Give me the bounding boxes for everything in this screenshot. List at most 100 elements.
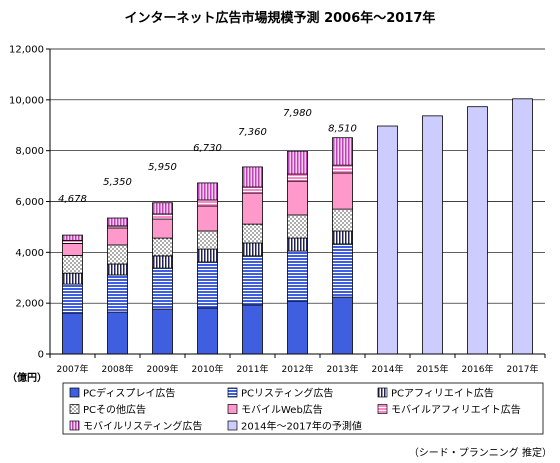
bar-segment [242,255,263,306]
x-tick-label: 2013年 [327,363,359,375]
unit-label: （億円） [7,371,47,384]
x-tick-label: 2012年 [282,363,314,375]
bar-segment [467,106,488,355]
legend-item: 2014年～2017年の予測値 [227,420,362,433]
legend-swatch [377,387,388,398]
bar-segment [107,263,128,276]
bar-segment [62,239,83,244]
x-tick-label: 2016年 [462,363,494,375]
bar-segment [242,166,263,188]
legend-label: 2014年～2017年の予測値 [241,420,362,433]
legend-border [62,382,544,435]
bar-segment [152,213,173,220]
bar-segment [152,267,173,310]
y-tick-label: 8,000 [15,146,44,157]
bar-segment [242,242,263,257]
bar-segment [242,304,263,355]
bar-segment [152,218,173,239]
legend-item: モバイルWeb広告 [227,403,323,416]
legend-swatch [69,404,80,414]
data-label: 7,360 [238,127,267,138]
bar-segment [332,172,353,210]
bar-segment [332,208,353,232]
bar-segment [197,205,218,232]
data-label: 6,730 [193,143,222,154]
bar-segment [107,244,128,265]
legend-item: モバイルリスティング広告 [69,420,202,433]
legend-item: PCアフィリエイト広告 [377,387,494,400]
legend-label: PCリスティング広告 [241,387,333,400]
data-label: 8,510 [328,124,357,135]
legend-item: PCディスプレイ広告 [69,387,175,400]
x-tick-label: 2011年 [237,363,269,375]
bar-segment [332,230,353,245]
x-tick-label: 2008年 [102,363,134,375]
legend-label: PCアフィリエイト広告 [391,387,494,400]
bar-segment [332,243,353,298]
y-tick-label: 10,000 [9,95,44,106]
y-tick-label: 12,000 [9,45,44,56]
legend-label: PCその他広告 [83,403,146,416]
bar-segment [287,300,308,355]
bar-segment [62,243,83,256]
bar-segment [287,250,308,302]
legend-label: PCディスプレイ広告 [83,387,175,400]
bar-segment [62,234,83,241]
x-tick-label: 2015年 [417,363,449,375]
bar-segment [512,98,533,355]
bar-segment [107,311,128,355]
data-label: 7,980 [283,108,312,119]
bar-segment [287,180,308,216]
bar-segment [242,186,263,194]
x-tick-label: 2007年 [57,363,89,375]
data-label: 4,678 [58,194,87,205]
bar-segment [197,230,218,250]
legend-swatch [227,420,238,431]
data-label: 5,350 [103,177,132,188]
bar-segment [287,214,308,239]
legend-item: PCリスティング広告 [227,387,333,400]
legend-label: モバイルアフィリエイト広告 [391,403,521,416]
bar-segment [197,261,218,309]
bar-segment [197,307,218,355]
legend-item: PCその他広告 [69,403,146,416]
bar-segment [107,274,128,313]
bar-segment [197,182,218,201]
y-tick-label: 2,000 [15,299,44,310]
bar-segment [287,150,308,175]
x-tick-label: 2017年 [507,363,539,375]
bar-segment [332,296,353,355]
bar-segment [62,254,83,274]
x-tick-label: 2014年 [372,363,404,375]
label-layer: 0 2,000 4,000 6,000 8,000 10,000 12,000 2007年 20… [9,45,538,376]
x-tick-label: 2010年 [192,363,224,375]
bar-segment [197,248,218,263]
bar-segment [152,255,173,269]
bar-segment [332,164,353,174]
source-note: （シード・プランニング 推定） [409,446,552,459]
bar-segment [422,115,443,355]
legend-label: モバイルリスティング広告 [83,420,202,433]
bar-segment [107,227,128,246]
bar-segment [152,202,173,215]
x-tick-label: 2009年 [147,363,179,375]
y-tick-label: 4,000 [15,248,44,259]
bar-segment [152,308,173,355]
legend-label: モバイルWeb広告 [241,403,323,416]
legend-swatch [227,404,238,414]
y-tick-label: 6,000 [15,197,44,208]
legend-swatch [69,420,80,431]
data-label: 5,950 [148,162,177,173]
bar-segment [377,125,398,355]
bar-layer [62,98,533,355]
bar-segment [62,272,83,285]
legend-swatch [377,404,388,414]
legend-item: モバイルアフィリエイト広告 [377,403,521,416]
bar-segment [62,312,83,355]
bar-segment [242,223,263,244]
chart-title: インターネット広告市場規模予測 2006年～2017年 [125,10,436,26]
